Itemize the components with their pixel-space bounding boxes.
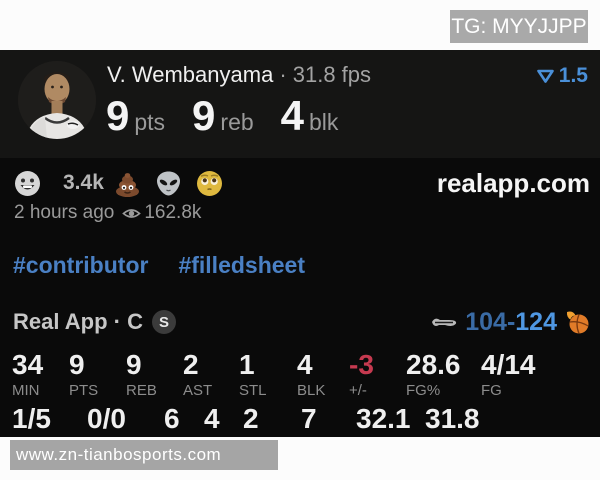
stat-reb: 9 REB: [126, 349, 157, 400]
hashtag-contributor[interactable]: #contributor: [13, 252, 149, 278]
stat-blocks: 4 blk: [281, 90, 339, 142]
stat-min-label: MIN: [12, 382, 40, 399]
pleading-face-icon[interactable]: [196, 170, 223, 197]
stat-plusminus: -3 +/-: [349, 349, 374, 400]
stat-r2-1: 1/5: [12, 404, 51, 434]
stat-pts-label: PTS: [69, 382, 99, 399]
telegram-watermark-label: TG: MYYJJPP: [451, 14, 587, 38]
stat-r2-7: 32.1: [356, 404, 411, 434]
blocks-value: 4: [280, 92, 305, 139]
stat-r2-5: 2: [243, 404, 259, 434]
trend-down-icon: [536, 69, 554, 83]
stat-min-value: 34: [12, 349, 44, 380]
view-count-group: 162.8k: [122, 202, 201, 224]
stat-fg-label: FG: [481, 382, 502, 399]
source-watermark: realapp.com: [436, 167, 590, 198]
app-screen: V. Wembanyama · 31.8 fps 1.5 9 pts 9 reb: [0, 50, 600, 437]
player-fps: · 31.8 fps: [279, 62, 372, 87]
team-position-label: Real App · C: [13, 309, 143, 334]
stat-r2-4: 4: [204, 404, 220, 434]
game-summary-row[interactable]: Real App · C S 104-124: [13, 308, 590, 336]
score-group: 104-124: [430, 308, 590, 337]
stat-pts-value: 9: [69, 349, 85, 380]
stat-r2-5-value: 2: [243, 403, 259, 434]
stat-pts: 9 PTS: [69, 349, 99, 400]
score-separator: -: [506, 307, 516, 336]
boxscore-row-1: 34 MIN 9 PTS 9 REB 2 AST 1 STL 4 BLK: [0, 349, 600, 400]
score-home: 124: [515, 307, 557, 336]
stat-reb-label: REB: [126, 382, 157, 399]
top-white-bar: TG: MYYJJPP: [0, 0, 600, 50]
player-photo: [18, 61, 96, 139]
stat-fgpct-label: FG%: [406, 382, 441, 399]
stat-r2-3-value: 6: [164, 403, 180, 434]
view-count: 162.8k: [144, 202, 202, 223]
eye-icon: [122, 208, 142, 218]
rebounds-value: 9: [192, 92, 216, 139]
boxscore-row-2: 1/5 0/0 6 4 2 7 32.1 31.8: [0, 404, 600, 437]
spurs-logo-icon: [432, 318, 457, 326]
stat-r2-1-value: 1/5: [12, 403, 51, 434]
stat-blk: 4 BLK: [297, 349, 326, 400]
stat-r2-8: 31.8: [425, 404, 480, 434]
stat-r2-7-value: 32.1: [356, 403, 411, 434]
grin-face-icon[interactable]: [14, 170, 41, 197]
alien-icon[interactable]: [155, 170, 182, 197]
poop-icon[interactable]: [114, 170, 141, 197]
player-stat-line: 9 pts 9 reb 4 blk: [106, 90, 338, 142]
rebounds-label: reb: [220, 109, 254, 135]
post-meta-row: 2 hours ago 162.8k: [14, 202, 201, 224]
points-value: 9: [106, 92, 130, 139]
stat-fgpct-value: 28.6: [406, 349, 461, 380]
stat-r2-8-value: 31.8: [425, 403, 480, 434]
status-badge: S: [151, 310, 176, 334]
stat-stl: 1 STL: [239, 349, 267, 400]
stat-ast-value: 2: [183, 349, 199, 380]
game-score: 104-124: [465, 308, 557, 337]
points-label: pts: [134, 109, 166, 135]
hashtag-filledsheet[interactable]: #filledsheet: [178, 252, 305, 278]
player-name[interactable]: V. Wembanyama: [107, 62, 274, 87]
stat-min: 34 MIN: [12, 349, 44, 400]
blocks-label: blk: [309, 109, 339, 135]
stat-r2-2-value: 0/0: [87, 403, 126, 434]
stat-plusminus-label: +/-: [349, 382, 367, 399]
stat-r2-6-value: 7: [301, 403, 317, 434]
stat-reb-value: 9: [126, 349, 142, 380]
stat-points: 9 pts: [106, 90, 165, 142]
post-timestamp: 2 hours ago: [14, 202, 115, 223]
stat-plusminus-value: -3: [349, 349, 374, 380]
trend-indicator: 1.5: [536, 64, 588, 88]
bottom-white-bar: www.zn-tianbosports.com: [0, 437, 600, 480]
stat-stl-value: 1: [239, 349, 255, 380]
player-header: V. Wembanyama · 31.8 fps 1.5 9 pts 9 reb: [0, 50, 600, 158]
suns-logo-icon: [566, 311, 589, 334]
stat-ast: 2 AST: [183, 349, 213, 400]
score-away: 104: [465, 307, 507, 336]
stat-r2-4-value: 4: [204, 403, 220, 434]
reactions-row: 3.4k: [14, 165, 590, 201]
player-avatar[interactable]: [18, 61, 96, 139]
trend-value: 1.5: [558, 64, 588, 87]
url-watermark: www.zn-tianbosports.com: [10, 440, 278, 470]
stat-fg-value: 4/14: [481, 349, 536, 380]
stat-stl-label: STL: [239, 382, 267, 399]
stat-rebounds: 9 reb: [192, 90, 254, 142]
stat-fg: 4/14 FG: [481, 349, 536, 400]
stat-r2-2: 0/0: [87, 404, 126, 434]
stat-r2-3: 6: [164, 404, 180, 434]
stat-r2-6: 7: [301, 404, 317, 434]
hashtag-row: #contributor #filledsheet: [13, 252, 305, 279]
stat-ast-label: AST: [183, 382, 213, 399]
url-watermark-label: www.zn-tianbosports.com: [16, 445, 222, 464]
reaction-count: 3.4k: [63, 171, 104, 194]
stat-blk-label: BLK: [297, 382, 326, 399]
telegram-watermark: TG: MYYJJPP: [450, 10, 588, 43]
stat-fgpct: 28.6 FG%: [406, 349, 461, 400]
stat-blk-value: 4: [297, 349, 313, 380]
player-name-row: V. Wembanyama · 31.8 fps: [107, 62, 371, 88]
